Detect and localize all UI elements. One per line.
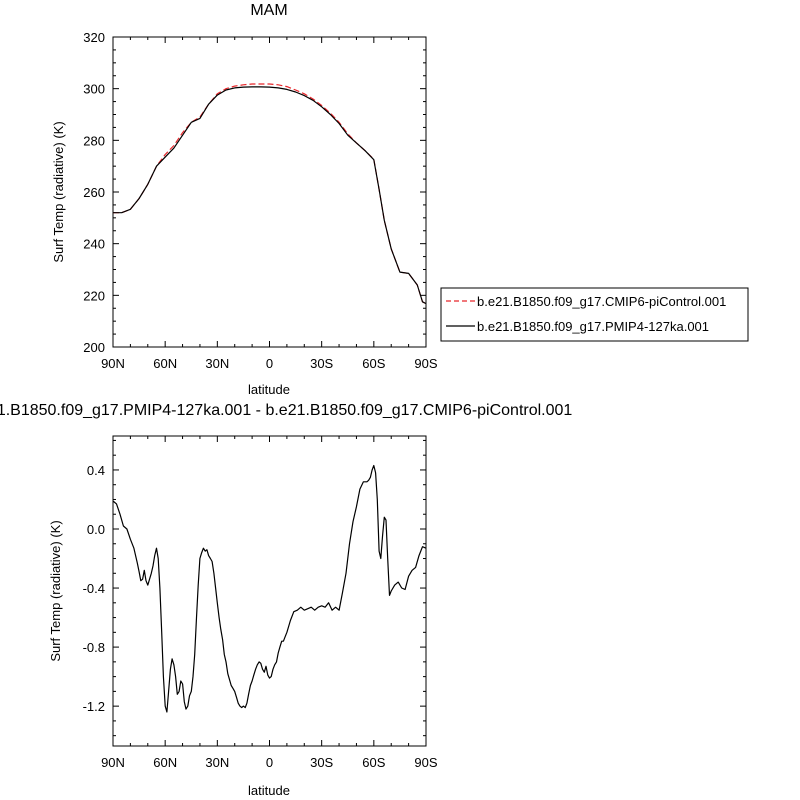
top-y-tick-label: 240 xyxy=(83,237,105,252)
top-series-group xyxy=(113,83,427,305)
top-y-tick-label: 220 xyxy=(83,288,105,303)
top-x-tick-label: 90S xyxy=(414,356,437,371)
top-y-tick-label: 200 xyxy=(83,340,105,355)
top-x-tick-label: 60N xyxy=(153,356,177,371)
bottom-series-line-difference xyxy=(112,464,427,713)
top-series-line-pmip4 xyxy=(113,86,427,305)
bottom-panel: b.e21.B1850.f09_g17.PMIP4-127ka.001 - b.… xyxy=(0,402,572,798)
bottom-y-tick-label: -1.2 xyxy=(83,699,105,714)
bottom-y-tick-label: 0.0 xyxy=(87,522,105,537)
top-y-tick-label: 300 xyxy=(83,82,105,97)
bottom-y-axis-label: Surf Temp (radiative) (K) xyxy=(48,520,63,661)
bottom-x-axis-label: latitude xyxy=(248,783,290,798)
top-x-tick-label: 30N xyxy=(205,356,229,371)
bottom-y-tick-label: -0.4 xyxy=(83,581,105,596)
top-y-tick-label: 260 xyxy=(83,185,105,200)
bottom-axis-ticks: 90N 60N 30N 0 30S 60S 90S -1.2 -0.8 -0.4 0.0 0.4 xyxy=(83,436,438,770)
legend-label-control: b.e21.B1850.f09_g17.CMIP6-piControl.001 xyxy=(477,294,726,309)
top-title: MAM xyxy=(250,2,287,19)
legend-box xyxy=(440,287,749,342)
top-x-tick-label: 30S xyxy=(310,356,333,371)
bottom-x-tick-label: 90S xyxy=(414,755,437,770)
top-axis-ticks: 90N 60N 30N 0 30S 60S 90S 200 220 240 260 280 300 320 xyxy=(83,30,438,371)
bottom-y-tick-label: 0.4 xyxy=(87,463,105,478)
bottom-y-tick-label: -0.8 xyxy=(83,640,105,655)
bottom-title: b.e21.B1850.f09_g17.PMIP4-127ka.001 - b.… xyxy=(0,402,572,419)
bottom-x-tick-label: 90N xyxy=(101,755,125,770)
bottom-x-tick-label: 0 xyxy=(266,755,273,770)
top-x-axis-label: latitude xyxy=(248,382,290,397)
top-x-tick-label: 60S xyxy=(362,356,385,371)
top-y-axis-label: Surf Temp (radiative) (K) xyxy=(51,121,66,262)
bottom-series-group xyxy=(112,464,427,713)
top-x-tick-label: 0 xyxy=(266,356,273,371)
legend-label-pmip4: b.e21.B1850.f09_g17.PMIP4-127ka.001 xyxy=(477,319,709,334)
bottom-x-tick-label: 30S xyxy=(310,755,333,770)
bottom-x-tick-label: 30N xyxy=(205,755,229,770)
top-panel: MAM 90N 60N 30N 0 30S 60S 90S 200 220 240 260 280 30… xyxy=(51,2,749,397)
top-x-tick-label: 90N xyxy=(101,356,125,371)
top-y-tick-label: 280 xyxy=(83,133,105,148)
top-y-tick-label: 320 xyxy=(83,30,105,45)
top-series-line-control xyxy=(113,83,427,305)
bottom-x-tick-label: 60N xyxy=(153,755,177,770)
bottom-x-tick-label: 60S xyxy=(362,755,385,770)
legend: b.e21.B1850.f09_g17.CMIP6-piControl.001 … xyxy=(440,287,749,342)
